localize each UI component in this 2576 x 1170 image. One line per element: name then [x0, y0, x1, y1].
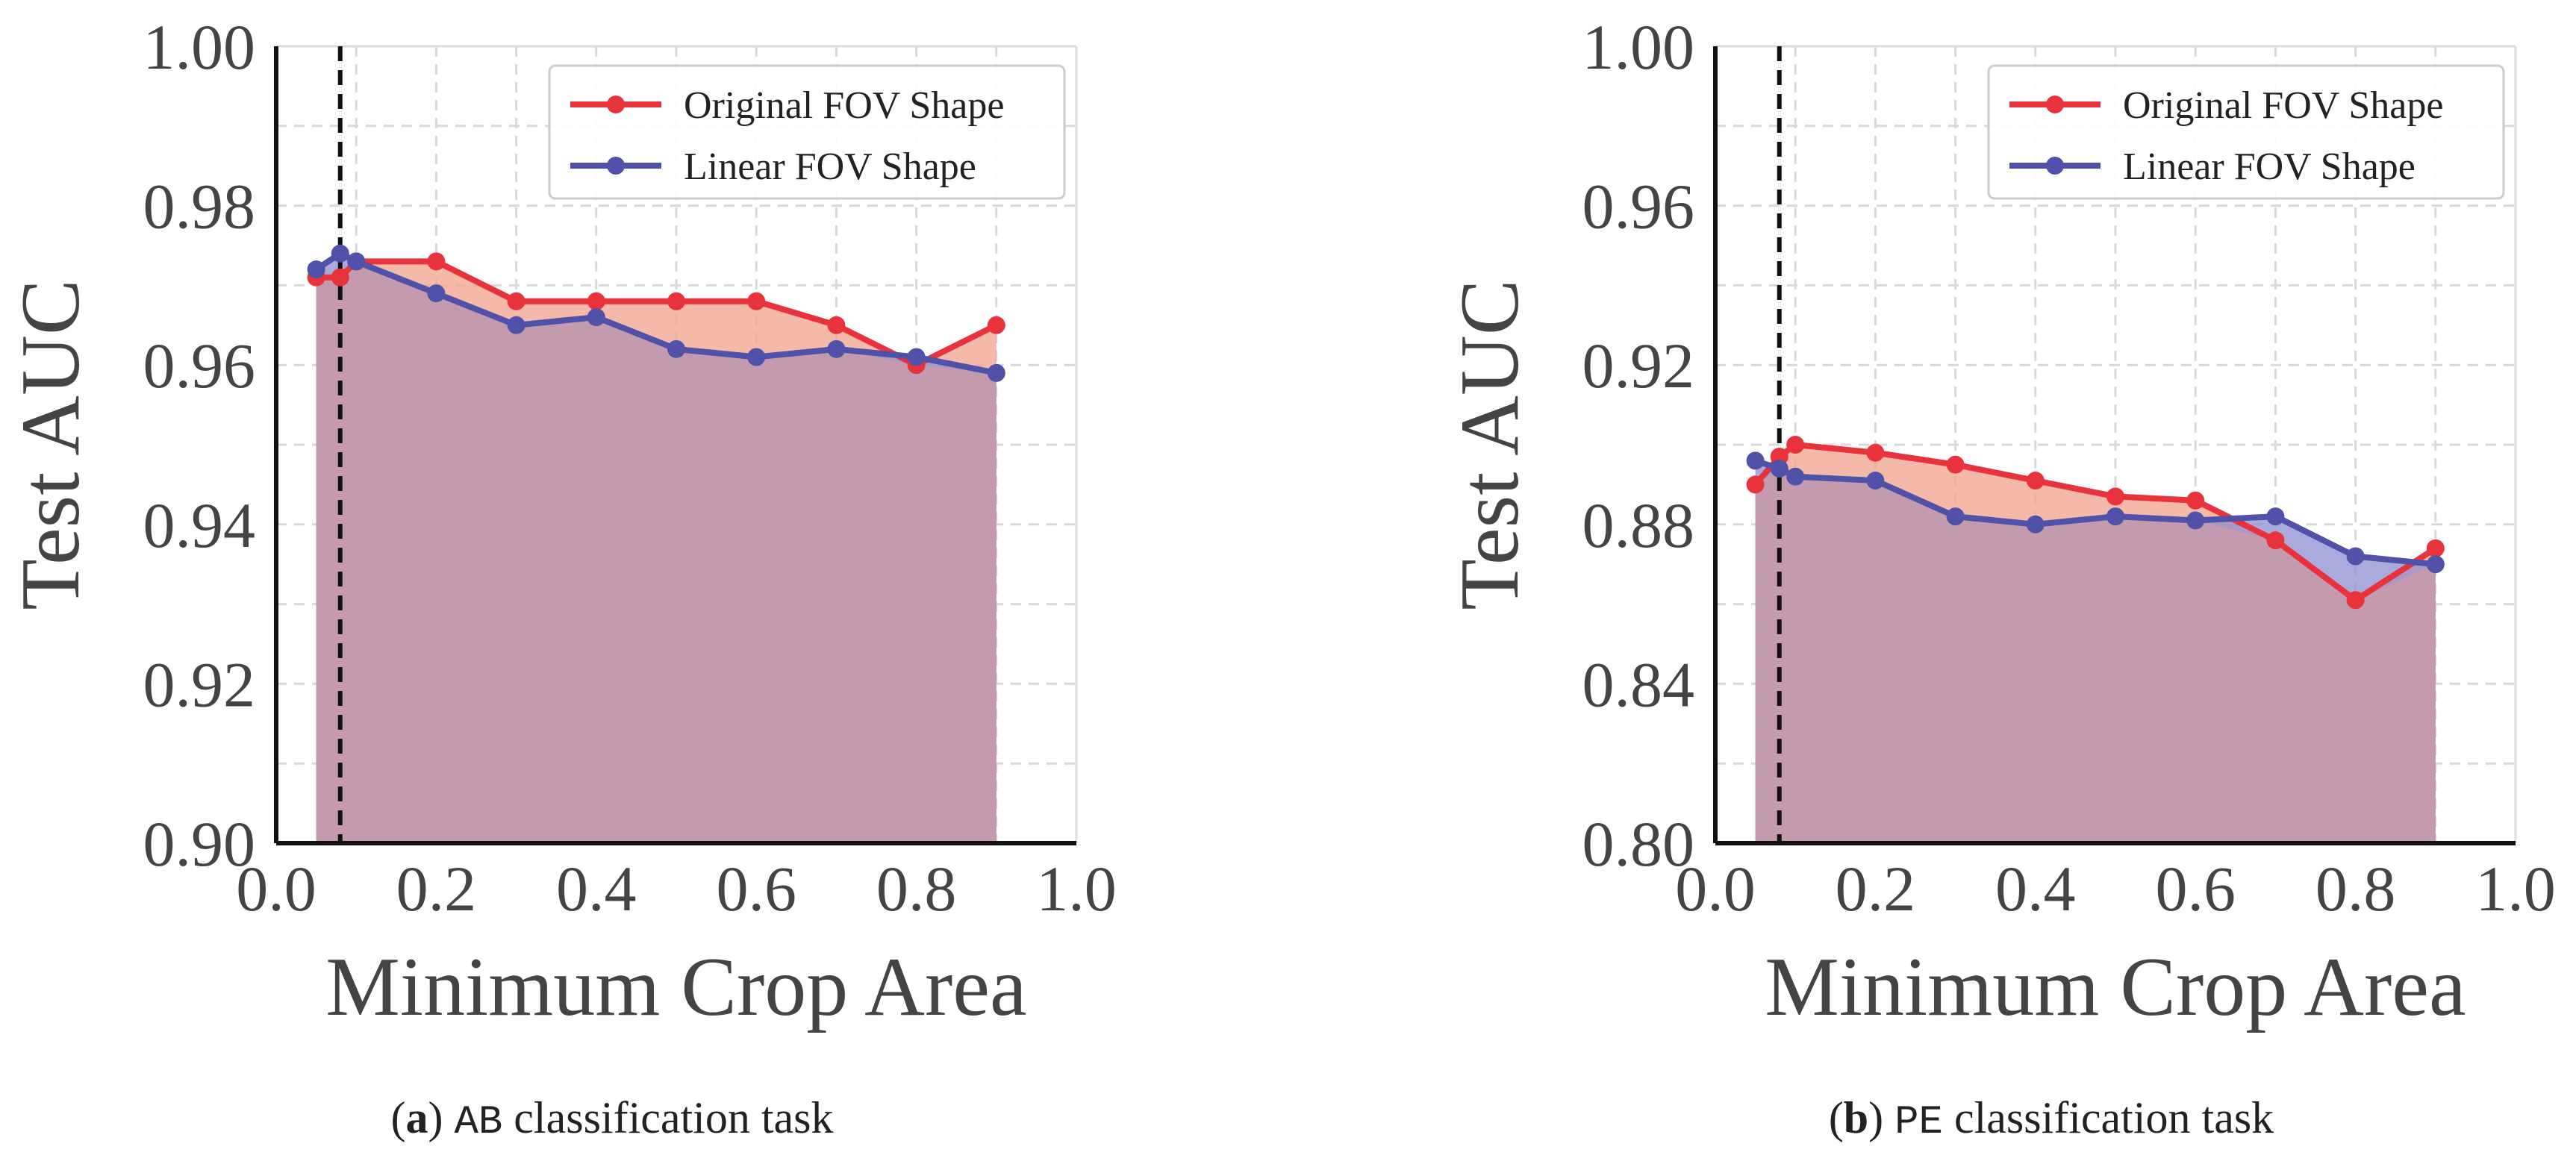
data-point-original: [747, 292, 766, 310]
chart-panel-a: 0.0 0.2 0.4 0.6 0.8 1.0 0.90 0.92 0.94 0.96 0.98 1.…: [4, 11, 1117, 1145]
y-tick-label: 0.98: [143, 171, 256, 243]
data-point-original: [587, 292, 605, 310]
data-point-linear: [1770, 460, 1788, 478]
caption-text: classification task: [502, 1093, 833, 1142]
data-point-linear: [507, 316, 526, 334]
y-axis-label: Test AUC: [4, 279, 97, 610]
data-point-original: [2426, 539, 2445, 557]
x-tick-label: 0.4: [556, 853, 637, 925]
data-point-original: [987, 316, 1005, 334]
data-point-linear: [347, 252, 366, 271]
y-tick-label: 0.96: [143, 330, 256, 401]
y-tick-label: 1.00: [1582, 11, 1695, 83]
x-tick-label: 1.0: [1036, 853, 1117, 925]
x-tick-label: 0.8: [2315, 853, 2396, 925]
data-point-linear: [307, 260, 325, 279]
x-tick-label: 0.8: [876, 853, 957, 925]
data-point-linear: [2266, 507, 2285, 526]
data-point-linear: [827, 340, 846, 358]
y-tick-label: 0.96: [1582, 171, 1695, 243]
y-tick-label: 0.88: [1582, 489, 1695, 561]
data-point-linear: [667, 340, 685, 358]
y-tick-label: 0.92: [143, 648, 256, 720]
x-tick-label: 0.6: [716, 853, 796, 925]
data-point-linear: [2426, 555, 2445, 574]
x-tick-label: 0.0: [236, 853, 316, 925]
y-tick-label: 0.90: [143, 808, 256, 880]
y-tick-label: 0.80: [1582, 808, 1695, 880]
legend-label-original: Original FOV Shape: [2123, 84, 2443, 127]
y-tick-label: 0.92: [1582, 330, 1695, 401]
legend-marker-original: [2046, 96, 2064, 113]
x-tick-label: 1.0: [2475, 853, 2556, 925]
legend-marker-linear: [2046, 157, 2064, 175]
data-point-linear: [1746, 451, 1765, 470]
data-point-linear: [747, 348, 766, 366]
y-tick-label: 0.94: [143, 489, 256, 561]
area-fill-overlap: [316, 261, 997, 843]
legend-label-linear: Linear FOV Shape: [2123, 146, 2416, 188]
y-tick-label: 1.00: [143, 11, 256, 83]
data-point-linear: [1866, 472, 1885, 490]
x-axis-label: Minimum Crop Area: [325, 941, 1026, 1033]
data-point-linear: [1786, 467, 1805, 486]
data-point-linear: [2186, 511, 2205, 530]
x-tick-label: 0.0: [1675, 853, 1756, 925]
legend-label-linear: Linear FOV Shape: [684, 146, 976, 188]
x-tick-label: 0.4: [1995, 853, 2076, 925]
chart-panel-b: 0.0 0.2 0.4 0.6 0.8 1.0 0.80 0.84 0.88 0.92 0.96 1.…: [1444, 11, 2556, 1145]
legend-box: [1987, 64, 2505, 200]
data-point-linear: [331, 244, 349, 263]
data-point-original: [2026, 472, 2045, 490]
data-point-original: [2266, 531, 2285, 550]
data-point-original: [827, 316, 846, 334]
data-point-original: [1746, 475, 1765, 494]
panel-caption: (b) PE classification task: [1829, 1093, 2274, 1145]
data-point-linear: [2106, 507, 2124, 526]
data-point-original: [2106, 487, 2124, 506]
y-tick-label: 0.84: [1582, 648, 1695, 720]
data-point-original: [2346, 591, 2365, 610]
caption-letter: b: [1844, 1093, 1868, 1142]
legend-label-original: Original FOV Shape: [684, 84, 1004, 127]
legend: Original FOV Shape Linear FOV Shape: [1987, 64, 2505, 200]
data-point-original: [1866, 443, 1885, 462]
data-point-linear: [427, 284, 446, 303]
x-tick-label: 0.2: [396, 853, 477, 925]
x-tick-label: 0.6: [2155, 853, 2236, 925]
caption-text: classification task: [1943, 1093, 2274, 1142]
caption-dataset: AB: [454, 1100, 502, 1145]
data-point-original: [331, 268, 349, 287]
panel-caption: (a) AB classification task: [391, 1093, 834, 1145]
data-point-original: [427, 252, 446, 271]
legend: Original FOV Shape Linear FOV Shape: [548, 64, 1066, 200]
data-point-original: [1786, 436, 1805, 454]
y-axis-label: Test AUC: [1444, 279, 1536, 610]
data-point-linear: [587, 308, 605, 327]
x-axis-label: Minimum Crop Area: [1765, 941, 2466, 1033]
data-point-linear: [907, 348, 926, 366]
legend-box: [548, 64, 1066, 200]
data-point-linear: [2026, 515, 2045, 534]
caption-dataset: PE: [1894, 1100, 1943, 1145]
data-point-original: [667, 292, 685, 310]
data-point-original: [1946, 455, 1965, 474]
area-fill-overlap: [1755, 469, 2436, 843]
x-tick-label: 0.2: [1836, 853, 1916, 925]
legend-marker-original: [607, 96, 625, 113]
data-point-original: [507, 292, 526, 310]
data-point-linear: [1946, 507, 1965, 526]
data-point-linear: [987, 363, 1005, 382]
data-point-linear: [2346, 547, 2365, 566]
caption-letter: a: [405, 1093, 428, 1142]
legend-marker-linear: [607, 157, 625, 175]
data-point-original: [2186, 491, 2205, 510]
